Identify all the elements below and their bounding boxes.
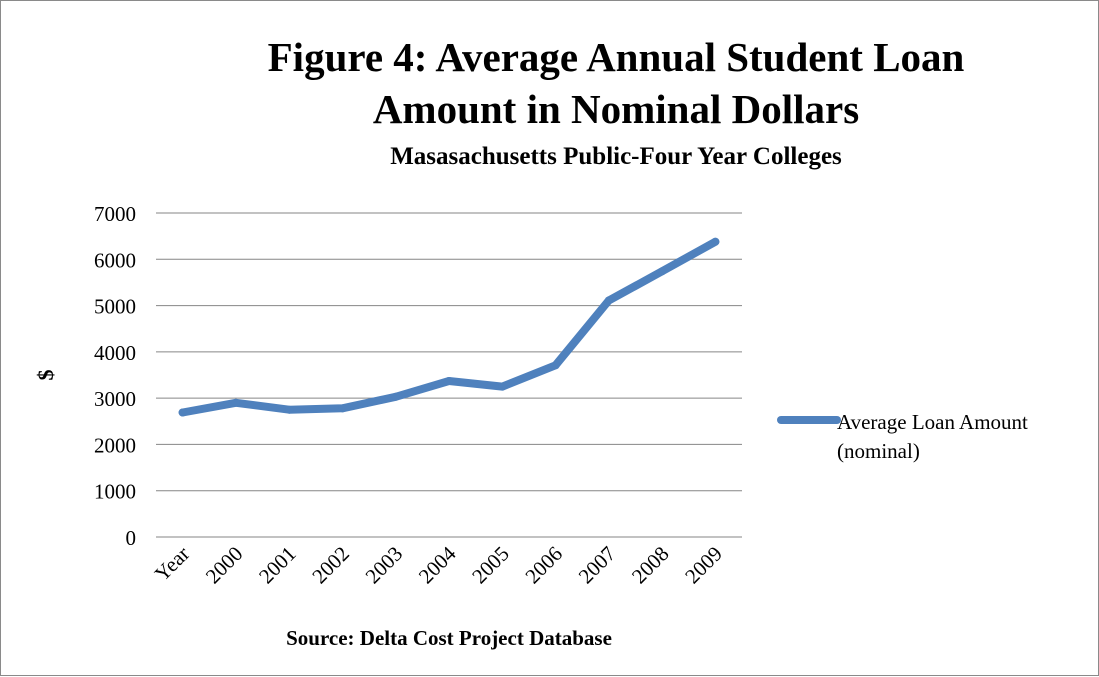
- x-tick-label: 2006: [520, 542, 567, 589]
- x-tick-label: 2000: [201, 542, 248, 589]
- data-point-2006: [551, 361, 560, 370]
- data-point-2009: [711, 237, 720, 246]
- y-tick-label: 1000: [94, 480, 136, 504]
- x-tick-label: 2007: [574, 542, 621, 589]
- y-tick-label: 3000: [94, 387, 136, 411]
- y-tick-label: 0: [126, 526, 137, 550]
- x-axis-label: Source: Delta Cost Project Database: [286, 626, 612, 650]
- y-axis-label: $: [33, 370, 58, 381]
- x-tick-label: Year: [150, 542, 194, 586]
- data-point-2000: [231, 398, 240, 407]
- data-point-2005: [498, 382, 507, 391]
- data-point-2008: [658, 267, 667, 276]
- y-tick-label: 5000: [94, 295, 136, 319]
- x-tick-label: 2008: [627, 542, 674, 589]
- data-point-2004: [445, 377, 453, 386]
- legend: Average Loan Amount (nominal): [777, 410, 1028, 463]
- legend-label-line-1: Average Loan Amount: [837, 410, 1028, 434]
- legend-label-line-2: (nominal): [837, 439, 920, 463]
- chart-title-line-1: Figure 4: Average Annual Student Loan: [268, 34, 965, 80]
- y-axis-ticks: 0 1000 2000 3000 4000 5000 6000 7000: [94, 202, 136, 550]
- x-tick-label: 2004: [414, 541, 461, 588]
- x-tick-label: 2001: [254, 542, 301, 589]
- gridlines: [156, 212, 742, 538]
- x-tick-label: 2003: [361, 542, 408, 589]
- chart-subtitle: Masasachusetts Public-Four Year Colleges: [390, 143, 842, 170]
- x-tick-label: 2009: [680, 542, 727, 589]
- data-point-2002: [338, 404, 347, 413]
- x-tick-label: 2002: [307, 542, 354, 589]
- data-point-2003: [391, 392, 400, 401]
- y-tick-label: 4000: [94, 341, 136, 365]
- data-point-2007: [604, 296, 613, 305]
- chart-title-line-2: Amount in Nominal Dollars: [373, 86, 859, 132]
- y-tick-label: 6000: [94, 248, 136, 272]
- data-point-2001: [285, 405, 294, 414]
- series-line-average-loan-amount: [178, 237, 720, 417]
- data-point-Year: [178, 408, 187, 417]
- y-tick-label: 7000: [94, 202, 136, 226]
- series-layer: [178, 237, 720, 417]
- x-tick-label: 2005: [467, 542, 514, 589]
- y-tick-label: 2000: [94, 433, 136, 457]
- x-axis-ticks: Year 2000 2001 2002 2003 2004 2005 2006 2007 2008…: [150, 541, 727, 588]
